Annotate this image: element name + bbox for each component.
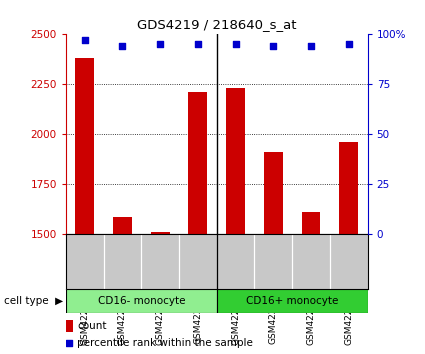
Point: [157, 41, 164, 46]
Text: count: count: [77, 321, 107, 331]
Text: CD16- monocyte: CD16- monocyte: [98, 296, 185, 306]
Bar: [226, 88, 245, 234]
Point: [346, 41, 352, 46]
Point: [270, 43, 277, 48]
Bar: [66, 289, 217, 313]
Text: percentile rank within the sample: percentile rank within the sample: [77, 338, 253, 348]
Bar: [264, 152, 283, 234]
Point: [232, 41, 239, 46]
Bar: [75, 58, 94, 234]
Bar: [66, 320, 73, 332]
Bar: [151, 232, 170, 234]
Text: CD16+ monocyte: CD16+ monocyte: [246, 296, 338, 306]
Bar: [188, 92, 207, 234]
Title: GDS4219 / 218640_s_at: GDS4219 / 218640_s_at: [137, 18, 297, 31]
Point: [66, 341, 73, 346]
Bar: [217, 289, 368, 313]
Bar: [302, 212, 320, 234]
Bar: [339, 142, 358, 234]
Bar: [113, 217, 132, 234]
Point: [195, 41, 201, 46]
Point: [81, 37, 88, 42]
Point: [308, 43, 314, 48]
Point: [119, 43, 126, 48]
Text: cell type  ▶: cell type ▶: [4, 296, 63, 306]
